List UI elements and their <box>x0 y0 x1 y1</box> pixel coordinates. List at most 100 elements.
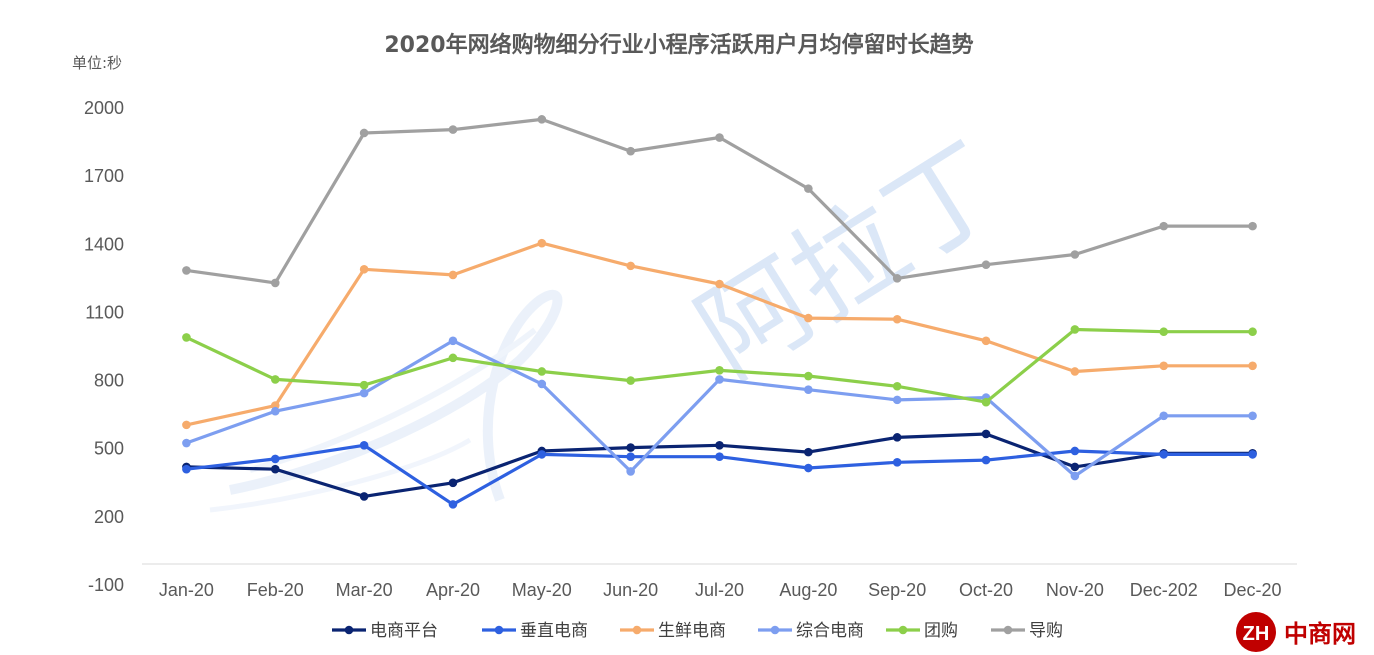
legend-marker-icon <box>898 625 908 635</box>
data-point <box>537 379 547 389</box>
data-point <box>1248 411 1257 421</box>
data-point <box>448 500 458 509</box>
data-point <box>626 376 635 385</box>
x-tick-label: Sep-20 <box>868 580 926 600</box>
data-point <box>270 278 280 288</box>
y-tick-label: 800 <box>94 371 124 391</box>
series-1 <box>182 429 1257 501</box>
y-tick-label: 2000 <box>84 98 124 118</box>
data-point <box>270 464 280 474</box>
data-point <box>892 274 902 283</box>
data-point <box>1070 446 1080 456</box>
legend-marker-icon <box>770 625 780 635</box>
data-point <box>715 366 724 375</box>
data-point <box>270 406 280 416</box>
data-point <box>1159 411 1169 421</box>
legend-item: 综合电商 <box>758 621 864 641</box>
data-point <box>804 371 813 381</box>
data-point <box>448 125 458 134</box>
x-tick-label: Apr-20 <box>426 580 480 600</box>
data-point <box>715 452 724 461</box>
data-point <box>359 380 369 390</box>
series-2 <box>182 441 1257 509</box>
data-point <box>1248 221 1257 231</box>
brand-logo-mark: ZH <box>1243 623 1270 645</box>
data-point <box>359 128 369 138</box>
data-point <box>537 367 547 376</box>
legend-label: 团购 <box>924 621 958 641</box>
data-point <box>182 464 191 474</box>
data-point <box>892 458 902 467</box>
data-point <box>715 375 724 384</box>
data-point <box>981 455 991 465</box>
legend-marker-icon <box>494 625 504 635</box>
data-point <box>981 260 991 270</box>
data-point <box>1248 327 1257 337</box>
legend-label: 生鲜电商 <box>658 621 726 641</box>
legend-label: 电商平台 <box>370 621 438 641</box>
data-point <box>981 397 991 407</box>
legend-label: 垂直电商 <box>520 621 588 641</box>
legend-item: 团购 <box>886 621 958 641</box>
data-point <box>981 336 991 346</box>
unit-label: 单位:秒 <box>72 54 122 72</box>
x-axis-ticks: Jan-20 Feb-20 Mar-20 Apr-20 May-20 Jun-20 Jul-… <box>159 580 1282 600</box>
y-tick-label: 1700 <box>84 166 124 186</box>
data-point <box>448 353 458 363</box>
data-point <box>626 443 635 452</box>
data-point <box>270 454 280 464</box>
brand-logo: ZH 中商网 <box>1236 612 1356 652</box>
data-point <box>715 279 724 289</box>
series-layer <box>182 115 1257 509</box>
series-6 <box>182 115 1257 288</box>
series-line <box>184 117 1255 285</box>
x-tick-label: Jan-20 <box>159 580 214 600</box>
data-point <box>359 492 369 501</box>
data-point <box>182 333 191 342</box>
series-4 <box>182 336 1257 481</box>
data-point <box>1070 250 1080 259</box>
data-point <box>1070 471 1080 481</box>
data-point <box>1248 450 1257 459</box>
x-tick-label: Jun-20 <box>603 580 658 600</box>
data-point <box>1248 361 1257 371</box>
legend-item: 电商平台 <box>332 621 438 641</box>
legend-label: 综合电商 <box>796 621 864 641</box>
legend-item: 生鲜电商 <box>620 621 726 641</box>
x-tick-label: Aug-20 <box>779 580 837 600</box>
y-axis-ticks: 2000 1700 1400 1100 800 500 200 -100 <box>84 98 124 595</box>
data-point <box>804 313 813 323</box>
data-point <box>1070 367 1080 376</box>
legend: 电商平台 垂直电商 生鲜电商 综合电商 团购 导购 <box>332 621 1063 641</box>
x-tick-label: Dec-202 <box>1130 580 1198 600</box>
data-point <box>892 395 902 405</box>
data-point <box>182 266 191 275</box>
legend-item: 垂直电商 <box>482 621 588 641</box>
data-point <box>182 438 191 448</box>
data-point <box>359 264 369 274</box>
data-point <box>448 478 458 488</box>
data-point <box>981 429 991 439</box>
x-tick-label: Dec-20 <box>1224 580 1282 600</box>
y-tick-label: 500 <box>94 439 124 459</box>
watermark-text: 阿拉丁 <box>676 119 1024 402</box>
x-tick-label: Oct-20 <box>959 580 1013 600</box>
data-point <box>1159 361 1169 371</box>
x-tick-label: May-20 <box>512 580 572 600</box>
data-point <box>448 336 458 346</box>
data-point <box>537 450 547 459</box>
data-point <box>892 381 902 391</box>
x-tick-label: Mar-20 <box>336 580 393 600</box>
data-point <box>804 385 813 394</box>
x-tick-label: Jul-20 <box>695 580 744 600</box>
data-point <box>1159 327 1169 337</box>
data-point <box>804 463 813 473</box>
legend-item: 导购 <box>991 621 1063 641</box>
brand-logo-icon <box>1236 612 1276 652</box>
legend-marker-icon <box>344 625 354 635</box>
data-point <box>715 133 724 142</box>
data-point <box>892 314 902 324</box>
data-point <box>626 146 635 156</box>
data-point <box>537 238 547 248</box>
